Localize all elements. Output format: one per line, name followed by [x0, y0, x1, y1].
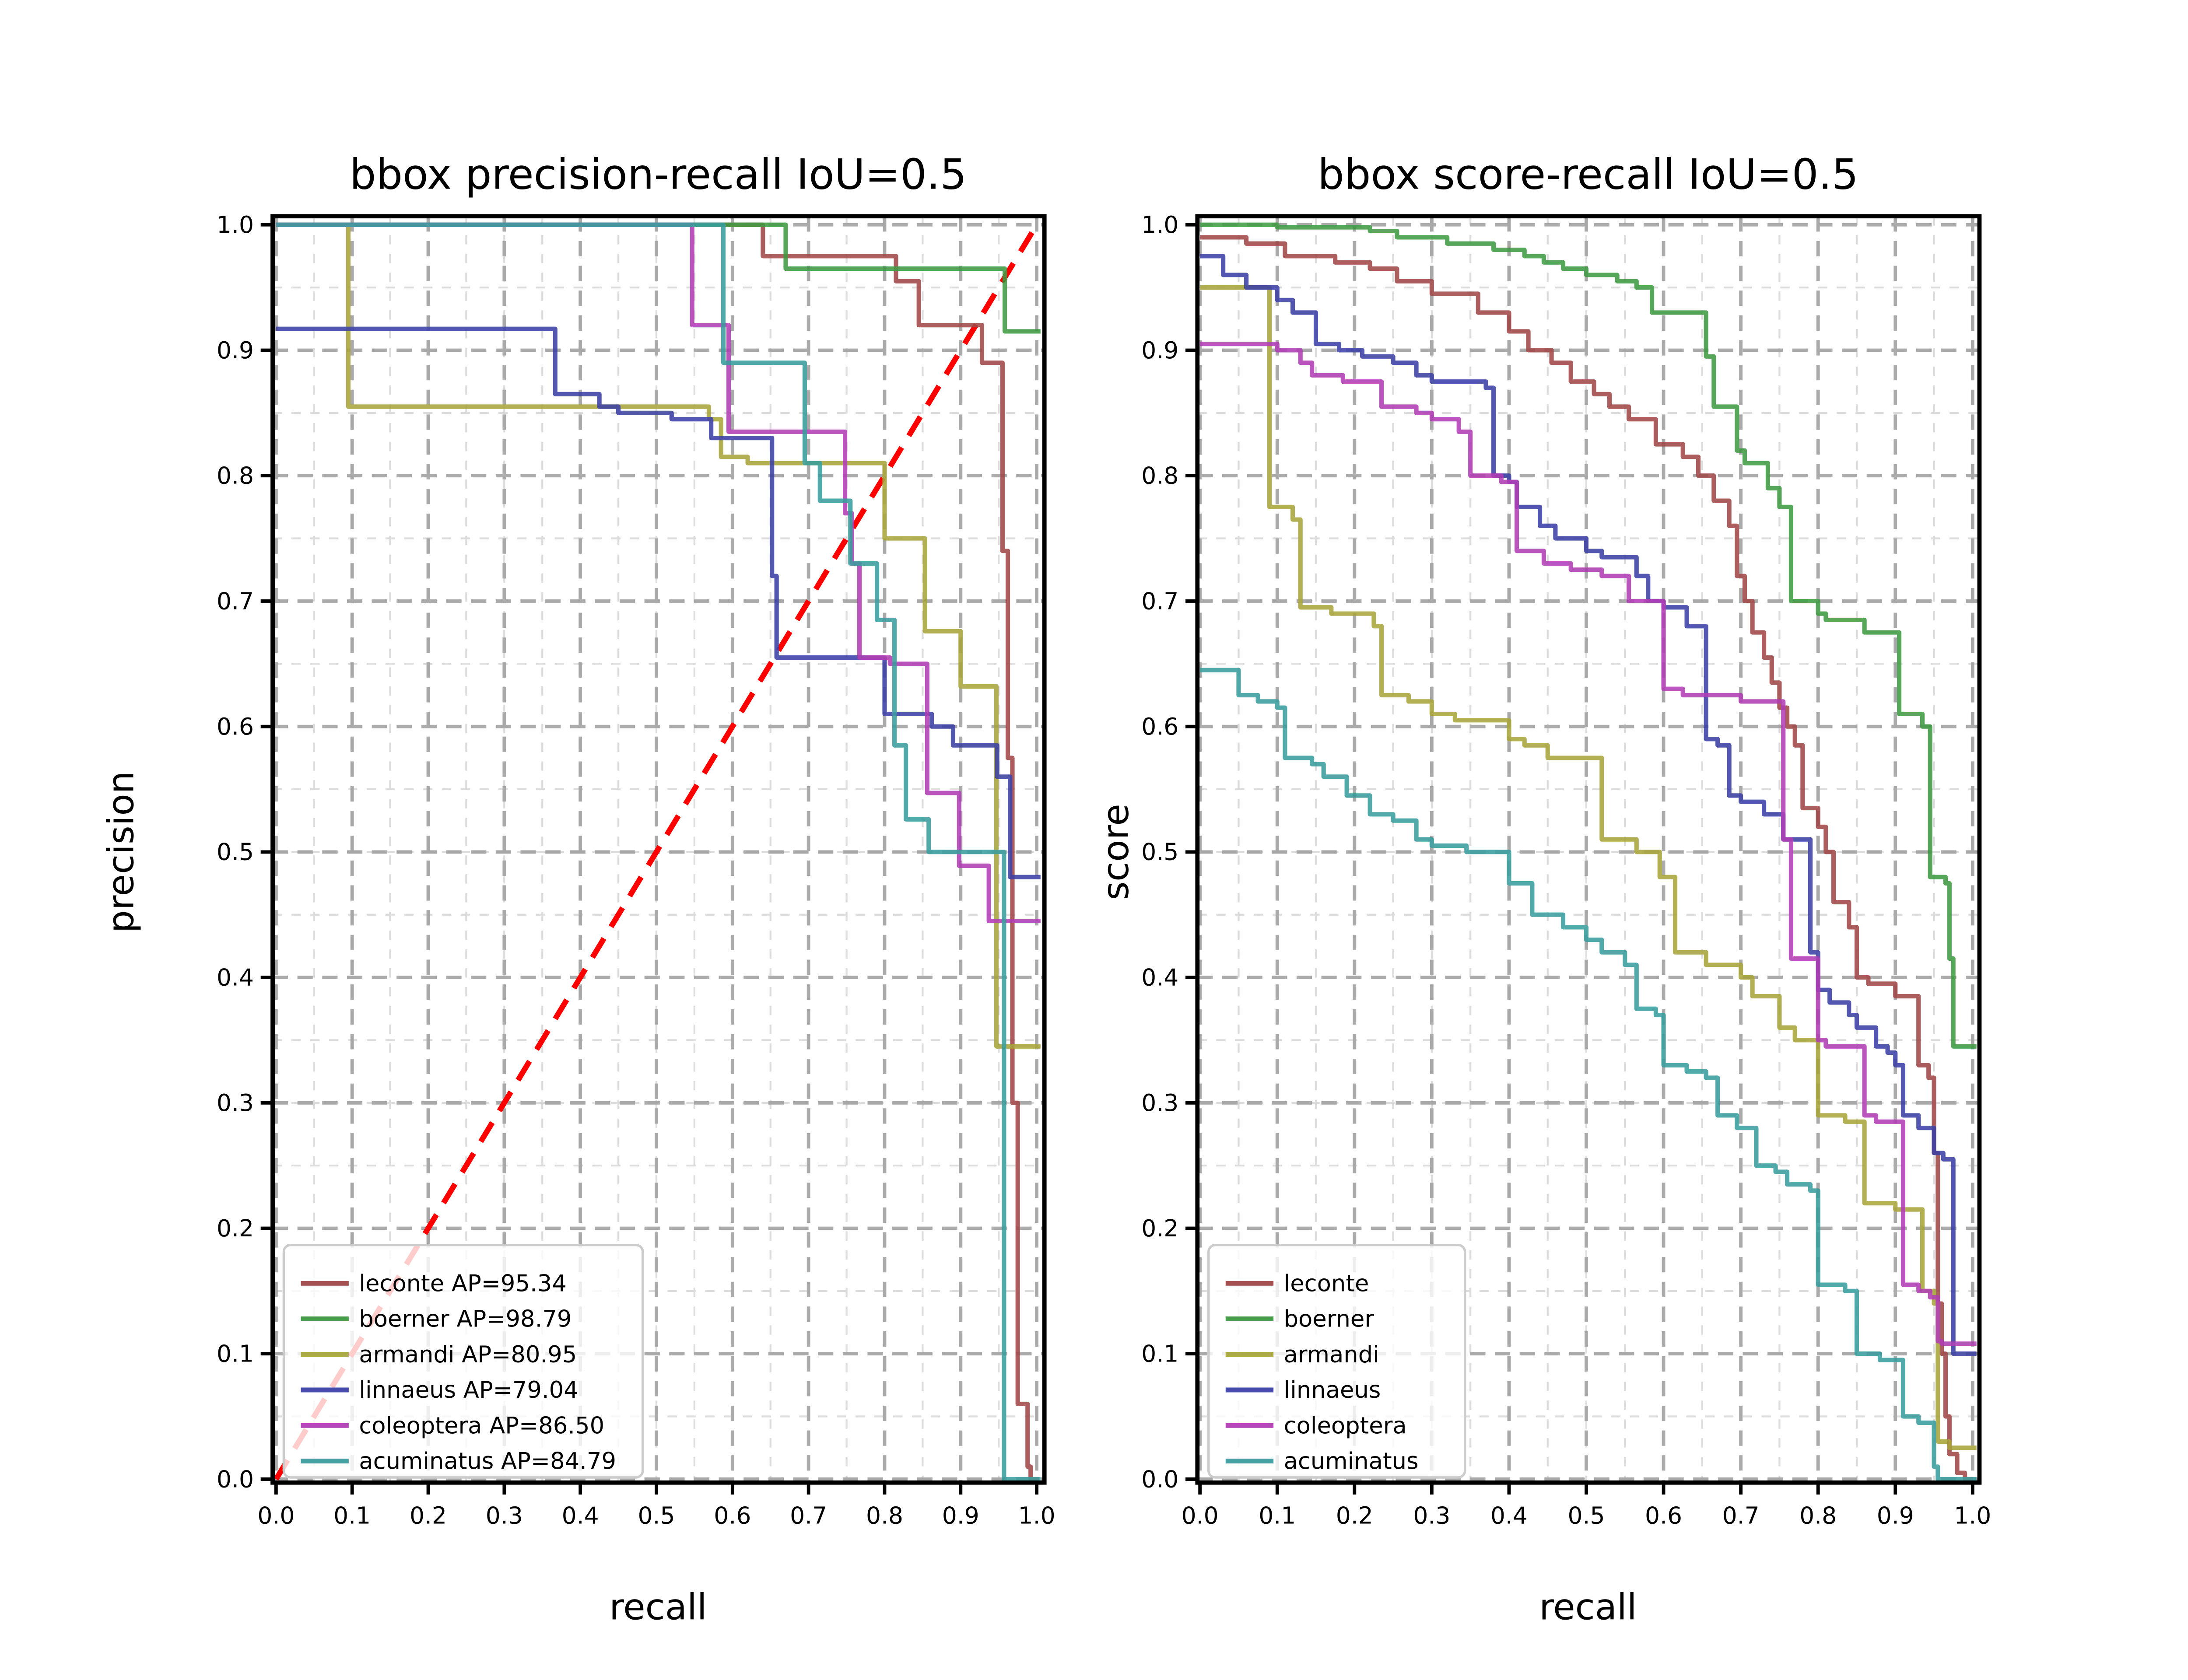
left-xlabel: recall: [609, 1586, 707, 1628]
y-tick-label: 0.8: [217, 462, 254, 490]
x-tick-label: 0.4: [1490, 1502, 1528, 1530]
x-tick-label: 0.9: [942, 1502, 979, 1530]
legend-label-coleoptera: coleoptera AP=86.50: [359, 1412, 604, 1439]
legend-label-acuminatus: acuminatus: [1284, 1448, 1419, 1475]
x-tick-label: 0.4: [562, 1502, 599, 1530]
y-tick-label: 0.5: [217, 838, 254, 866]
y-tick-label: 0.9: [1141, 336, 1178, 364]
x-tick-label: 0.9: [1877, 1502, 1914, 1530]
x-tick-label: 0.1: [333, 1502, 371, 1530]
legend-label-leconte: leconte: [1284, 1270, 1369, 1297]
axes-spines: [1195, 214, 1982, 1485]
left-plot-title: bbox precision-recall IoU=0.5: [350, 150, 967, 199]
y-tick-label: 0.2: [217, 1214, 254, 1242]
legend-box: [282, 1244, 644, 1479]
legend-label-coleoptera: coleoptera: [1284, 1412, 1407, 1439]
axes-spines: [270, 214, 1047, 1485]
legend-label-boerner: boerner: [1284, 1306, 1375, 1333]
legend-label-leconte: leconte AP=95.34: [359, 1270, 567, 1297]
y-tick-label: 0.4: [217, 963, 254, 991]
y-tick-label: 0.0: [217, 1465, 254, 1493]
legend-label-linnaeus: linnaeus: [1284, 1377, 1381, 1404]
y-tick-label: 0.7: [1141, 587, 1178, 615]
right-plot-title: bbox score-recall IoU=0.5: [1318, 150, 1858, 199]
series-line-acuminatus: [1200, 668, 1977, 1482]
legend-label-linnaeus: linnaeus AP=79.04: [359, 1377, 578, 1404]
diagonal-reference-line: [274, 223, 1039, 1481]
x-tick-label: 0.2: [410, 1502, 447, 1530]
y-tick-label: 0.8: [1141, 462, 1178, 490]
series-line-armandi: [1200, 285, 1977, 1450]
y-tick-label: 1.0: [217, 211, 254, 238]
legend-label-armandi: armandi AP=80.95: [359, 1341, 577, 1368]
series-line-acuminatus: [276, 222, 1041, 1482]
right-xlabel: recall: [1539, 1586, 1637, 1628]
y-tick-label: 0.3: [217, 1089, 254, 1116]
legend-box: [1207, 1244, 1466, 1479]
y-tick-label: 0.2: [1141, 1214, 1178, 1242]
y-tick-label: 0.0: [1141, 1465, 1178, 1493]
legend-label-acuminatus: acuminatus AP=84.79: [359, 1448, 616, 1475]
y-tick-label: 0.1: [1141, 1340, 1178, 1368]
x-tick-label: 0.3: [486, 1502, 523, 1530]
y-tick-label: 0.6: [217, 713, 254, 740]
y-tick-label: 0.4: [1141, 963, 1178, 991]
left-axes: 0.00.0 0.1 0.1 0.2 0.2 0.3 0.3 0.4 0.4 0.5 0.5 0.6 0…: [217, 211, 1055, 1529]
x-tick-label: 0.6: [714, 1502, 751, 1530]
legend-label-armandi: armandi: [1284, 1341, 1379, 1368]
x-tick-label: 0.7: [790, 1502, 827, 1530]
series-line-coleoptera: [1200, 342, 1977, 1346]
legend-label-boerner: boerner AP=98.79: [359, 1306, 572, 1333]
series-line-boerner: [1200, 222, 1977, 1049]
x-tick-label: 0.7: [1722, 1502, 1760, 1530]
y-tick-label: 0.9: [217, 336, 254, 364]
right-ylabel: score: [1095, 804, 1137, 900]
series-line-leconte: [1200, 235, 1973, 1482]
y-tick-label: 0.3: [1141, 1089, 1178, 1116]
x-tick-label: 0.3: [1413, 1502, 1450, 1530]
right-axes: 0.00.0 0.1 0.1 0.2 0.2 0.3 0.3 0.4 0.4 0.5 0.5 0.6 0…: [1141, 211, 1991, 1529]
x-tick-label: 0.8: [866, 1502, 903, 1530]
x-tick-label: 0.0: [1182, 1502, 1219, 1530]
x-tick-label: 1.0: [1954, 1502, 1991, 1530]
x-tick-label: 1.0: [1018, 1502, 1055, 1530]
y-tick-label: 1.0: [1141, 211, 1178, 238]
x-tick-label: 0.6: [1645, 1502, 1682, 1530]
x-tick-label: 0.5: [638, 1502, 675, 1530]
x-tick-label: 0.1: [1259, 1502, 1296, 1530]
y-tick-label: 0.5: [1141, 838, 1178, 866]
x-tick-label: 0.8: [1799, 1502, 1837, 1530]
y-tick-label: 0.7: [217, 587, 254, 615]
left-ylabel: precision: [101, 771, 142, 933]
series-line-linnaeus: [276, 326, 1041, 879]
y-tick-label: 0.6: [1141, 713, 1178, 740]
x-tick-label: 0.5: [1567, 1502, 1605, 1530]
x-tick-label: 0.2: [1336, 1502, 1373, 1530]
y-tick-label: 0.1: [217, 1340, 254, 1368]
x-tick-label: 0.0: [257, 1502, 295, 1530]
